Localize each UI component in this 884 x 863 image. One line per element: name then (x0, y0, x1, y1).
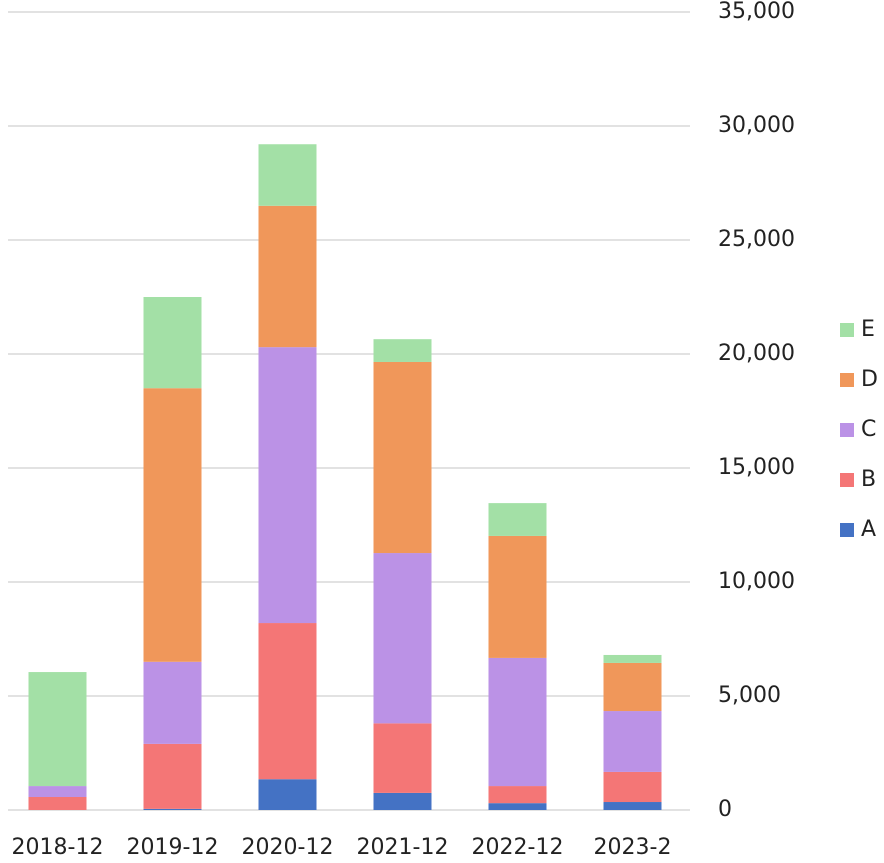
bar-segment (373, 723, 432, 793)
legend-swatch (840, 323, 854, 337)
bar-segment (373, 339, 432, 362)
legend-swatch (840, 373, 854, 387)
bar-segment (488, 503, 547, 536)
x-tick-label: 2019-12 (127, 835, 219, 860)
y-tick-label: 20,000 (718, 341, 795, 366)
y-tick-label: 0 (718, 797, 732, 822)
bar-segment (258, 144, 317, 206)
legend-swatch (840, 423, 854, 437)
bar-segment (143, 297, 202, 389)
bar-segment (373, 553, 432, 724)
x-tick-label: 2018-12 (12, 835, 104, 860)
bar-segment (373, 361, 432, 554)
bar-segment (603, 654, 662, 663)
bar-segment (603, 771, 662, 803)
bar-segment (258, 779, 317, 810)
x-tick-label: 2020-12 (242, 835, 334, 860)
bar-segment (603, 662, 662, 712)
bar-segment (28, 786, 87, 798)
bar-segment (143, 661, 202, 744)
bar-segment (488, 657, 547, 787)
bar-segment (603, 711, 662, 772)
x-tick-label: 2023-2 (594, 835, 672, 860)
bar-segment (258, 623, 317, 780)
bar-segment (258, 347, 317, 624)
bar-segment (28, 797, 87, 810)
legend-label: C (861, 417, 876, 442)
legend-swatch (840, 523, 854, 537)
y-tick-label: 15,000 (718, 455, 795, 480)
bar-segment (603, 802, 662, 810)
bar-segment (258, 205, 317, 348)
y-tick-label: 5,000 (718, 683, 781, 708)
bar-segment (373, 792, 432, 810)
bar-segment (143, 743, 202, 809)
y-tick-label: 10,000 (718, 569, 795, 594)
x-tick-label: 2021-12 (357, 835, 449, 860)
bar-segment (488, 535, 547, 658)
bar-segment (143, 388, 202, 662)
bar-segment (488, 803, 547, 810)
legend-label: B (861, 467, 876, 492)
legend-label: E (861, 317, 875, 342)
legend-label: A (861, 517, 876, 542)
y-tick-label: 30,000 (718, 113, 795, 138)
bar-segment (143, 808, 202, 810)
bar-segment (28, 672, 87, 787)
x-tick-label: 2022-12 (472, 835, 564, 860)
bar-segment (488, 786, 547, 804)
legend-swatch (840, 473, 854, 487)
y-tick-label: 25,000 (718, 227, 795, 252)
legend-label: D (861, 367, 878, 392)
y-tick-label: 35,000 (718, 0, 795, 24)
